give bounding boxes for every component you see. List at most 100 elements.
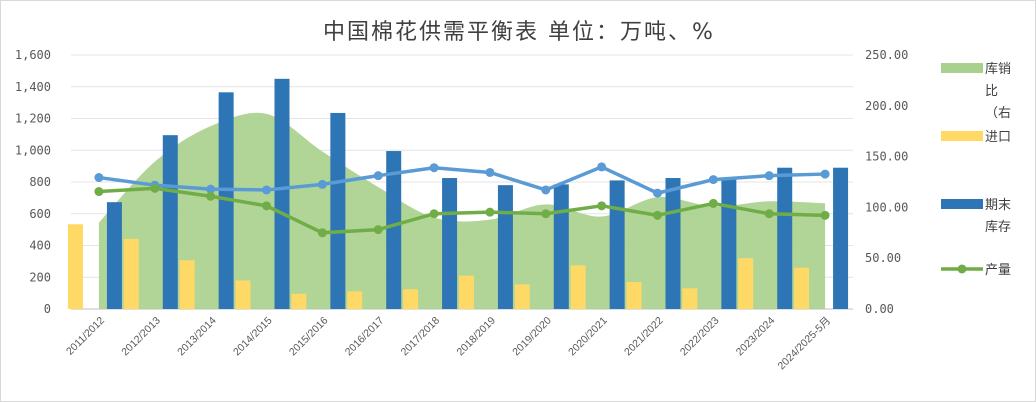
bar-import bbox=[682, 288, 698, 309]
bar-ending-stock bbox=[106, 202, 122, 309]
x-tick-label: 2023/2024 bbox=[734, 315, 778, 359]
series-production-point bbox=[541, 209, 551, 219]
bar-import bbox=[347, 291, 363, 309]
y-left-tick-label: 1,400 bbox=[15, 80, 51, 94]
series-blue-point bbox=[764, 171, 774, 181]
bar-ending-stock bbox=[721, 178, 737, 309]
line-series-layer bbox=[94, 162, 830, 238]
series-production-point bbox=[708, 198, 718, 208]
series-production-point bbox=[373, 225, 383, 235]
bar-import bbox=[570, 265, 586, 309]
legend-label-stock-line: 库存 bbox=[985, 219, 1011, 235]
y-left-tick-label: 1,000 bbox=[15, 143, 51, 157]
bar-ending-stock bbox=[833, 167, 849, 309]
x-tick-label: 2020/2021 bbox=[566, 315, 610, 359]
bar-ending-stock bbox=[497, 185, 513, 309]
series-production-point bbox=[764, 209, 774, 219]
series-blue-point bbox=[262, 185, 271, 195]
bar-import bbox=[67, 224, 83, 309]
bar-import bbox=[626, 282, 642, 309]
x-tick-label: 2022/2023 bbox=[678, 315, 722, 359]
legend-label-area: 库销比 （右 bbox=[985, 61, 1011, 121]
x-tick-label: 2015/2016 bbox=[287, 315, 331, 359]
bar-import bbox=[738, 258, 754, 309]
y-left-tick-label: 600 bbox=[29, 207, 51, 221]
bar-ending-stock bbox=[162, 135, 178, 309]
bar-import bbox=[235, 280, 251, 309]
series-production-point bbox=[317, 228, 327, 238]
series-production-point bbox=[150, 183, 160, 193]
bar-ending-stock bbox=[609, 180, 625, 309]
y-left-tick-label: 0 bbox=[44, 302, 51, 316]
bar-ending-stock bbox=[386, 151, 402, 309]
series-production-line bbox=[98, 186, 826, 235]
x-tick-label: 2016/2017 bbox=[343, 315, 387, 359]
y-right-tick-label: 150.00 bbox=[865, 150, 908, 164]
bar-ending-stock bbox=[330, 112, 346, 309]
series-production-point bbox=[262, 201, 271, 211]
x-tick-label: 2021/2022 bbox=[622, 315, 666, 359]
series-production-point bbox=[94, 187, 104, 197]
legend-swatch-area bbox=[941, 63, 983, 73]
series-production-point bbox=[485, 207, 495, 217]
legend-label-area-line: 比 bbox=[985, 84, 998, 99]
y-left-tick-label: 1,600 bbox=[15, 48, 51, 62]
legend-label-stock-line: 期末 bbox=[985, 198, 1011, 213]
y-right-tick-label: 50.00 bbox=[865, 251, 901, 265]
series-blue-point bbox=[485, 167, 495, 177]
x-tick-label: 2024/2025-5月 bbox=[776, 315, 834, 373]
bar-import bbox=[403, 289, 419, 309]
series-blue-line bbox=[98, 165, 826, 195]
legend-label-area-line: 库销 bbox=[985, 61, 1011, 77]
bar-import bbox=[123, 238, 139, 309]
y-right-tick-label: 0.00 bbox=[865, 302, 894, 316]
y-left-tick-label: 1,200 bbox=[15, 112, 51, 126]
x-tick-label: 2019/2020 bbox=[510, 315, 554, 359]
bar-ending-stock bbox=[665, 178, 681, 309]
series-production-point bbox=[429, 209, 439, 219]
x-tick-label: 2013/2014 bbox=[175, 315, 219, 359]
legend-swatch-stock bbox=[941, 199, 983, 209]
series-blue-point bbox=[708, 175, 718, 185]
y-left-tick-label: 800 bbox=[29, 175, 51, 189]
bar-import bbox=[794, 267, 810, 309]
series-blue-point bbox=[541, 185, 551, 195]
bar-import bbox=[179, 260, 195, 309]
series-blue-point bbox=[820, 169, 830, 179]
x-tick-label: 2012/2013 bbox=[119, 315, 163, 359]
x-tick-label: 2018/2019 bbox=[454, 315, 498, 359]
y-right-tick-label: 200.00 bbox=[865, 99, 908, 113]
chart-title: 中国棉花供需平衡表 单位：万吨、% bbox=[323, 20, 715, 45]
series-blue-point bbox=[597, 162, 607, 172]
bar-import bbox=[291, 293, 307, 309]
bar-ending-stock bbox=[274, 78, 290, 309]
series-blue-point bbox=[317, 179, 327, 189]
x-tick-label: 2017/2018 bbox=[399, 315, 443, 359]
x-tick-label: 2014/2015 bbox=[231, 315, 275, 359]
legend-label-stock: 期末库存 bbox=[985, 198, 1011, 235]
bar-ending-stock bbox=[777, 167, 793, 309]
series-blue-point bbox=[429, 163, 439, 173]
series-blue-point bbox=[206, 184, 216, 194]
series-blue-point bbox=[373, 171, 383, 181]
series-production-point bbox=[820, 210, 830, 220]
legend-marker-production bbox=[957, 264, 967, 274]
bar-ending-stock bbox=[442, 178, 458, 309]
y-right-tick-label: 250.00 bbox=[865, 48, 908, 62]
y-left-tick-label: 400 bbox=[29, 239, 51, 253]
legend-label-production: 产量 bbox=[985, 263, 1011, 278]
bar-ending-stock bbox=[553, 184, 569, 309]
series-production-point bbox=[653, 210, 662, 220]
series-production-point bbox=[206, 191, 216, 201]
series-blue-point bbox=[653, 188, 662, 198]
x-tick-label: 2011/2012 bbox=[64, 315, 107, 358]
y-left-tick-label: 200 bbox=[29, 270, 51, 284]
bar-series-layer bbox=[67, 78, 849, 310]
y-right-tick-label: 100.00 bbox=[865, 200, 908, 214]
bar-import bbox=[514, 284, 530, 309]
legend-label-area-line: （右 bbox=[985, 106, 1011, 121]
series-production-point bbox=[597, 201, 607, 211]
legend-label-import: 进口 bbox=[985, 130, 1011, 145]
